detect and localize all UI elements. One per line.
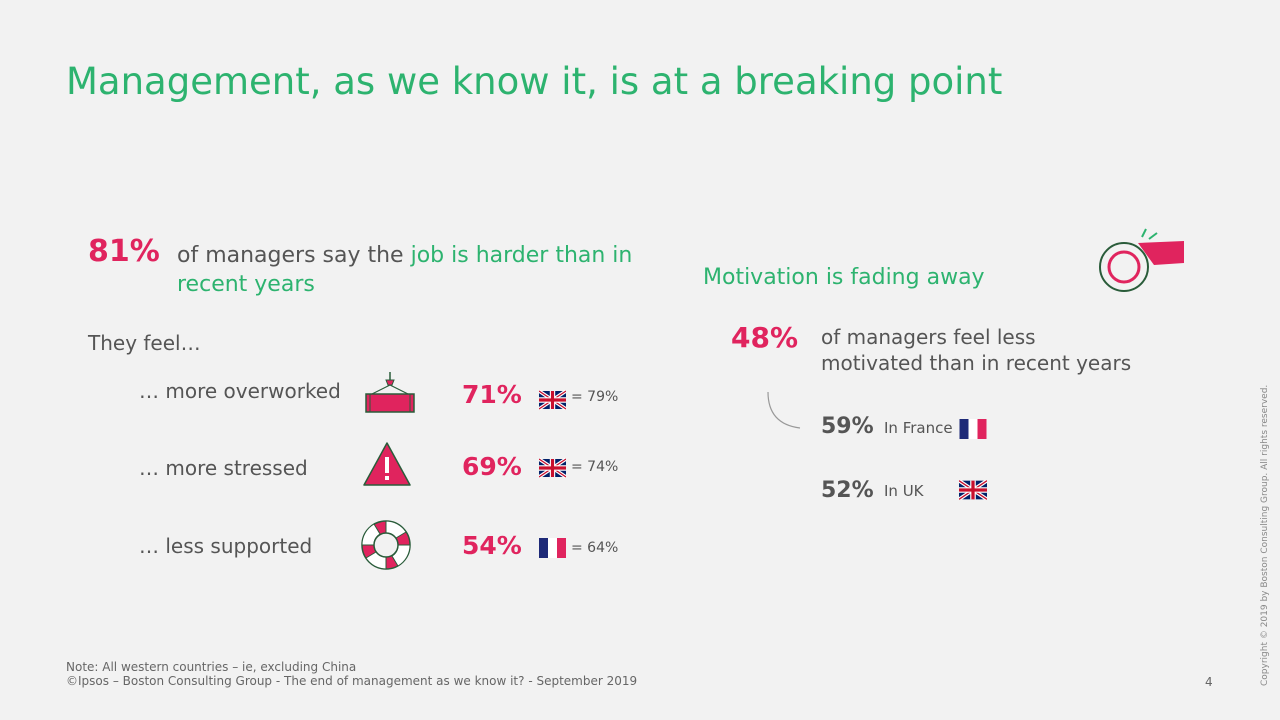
headline-text-plain: of managers say the xyxy=(177,243,411,268)
row-pct-supported: 54% xyxy=(462,531,522,560)
row-compare-stressed: = 74% xyxy=(571,459,619,475)
motivation-text: of managers feel less motivated than in … xyxy=(821,325,1132,375)
motivation-percentage: 48% xyxy=(731,321,799,354)
footnote-source: ©Ipsos – Boston Consulting Group - The e… xyxy=(66,674,638,688)
headline-text-highlight: job is harder than in recent years xyxy=(177,243,633,297)
france-percentage: 59% xyxy=(821,414,874,439)
row-label-overworked: … more overworked xyxy=(139,379,341,403)
copyright-notice: Copyright © 2019 by Boston Consulting Gr… xyxy=(1260,384,1270,686)
row-pct-overworked: 71% xyxy=(462,380,522,409)
france-label: In France xyxy=(884,419,953,437)
row-compare-supported: = 64% xyxy=(571,540,619,556)
they-feel-label: They feel… xyxy=(88,331,201,355)
uk-percentage: 52% xyxy=(821,478,874,503)
row-pct-stressed: 69% xyxy=(462,452,522,481)
headline-text: of managers say the job is harder than i… xyxy=(177,241,647,299)
france-flag-icon xyxy=(539,538,566,558)
france-flag-icon xyxy=(959,419,987,439)
footnote-note: Note: All western countries – ie, exclud… xyxy=(66,660,357,674)
headline-percentage: 81% xyxy=(88,234,160,269)
motivation-heading: Motivation is fading away xyxy=(703,265,985,290)
uk-flag-icon xyxy=(539,458,566,478)
lifebuoy-icon xyxy=(358,518,414,572)
warning-triangle-icon xyxy=(362,441,412,487)
row-compare-overworked: = 79% xyxy=(571,389,619,405)
page-number: 4 xyxy=(1205,675,1213,689)
row-label-supported: … less supported xyxy=(139,534,313,558)
whistle-icon xyxy=(1098,227,1188,295)
page-title: Management, as we know it, is at a break… xyxy=(66,60,1003,103)
uk-label: In UK xyxy=(884,482,924,500)
uk-flag-icon xyxy=(959,480,987,500)
bracket-line xyxy=(762,390,804,432)
uk-flag-icon xyxy=(539,390,566,410)
crane-load-icon xyxy=(362,372,418,416)
row-label-stressed: … more stressed xyxy=(139,456,308,480)
